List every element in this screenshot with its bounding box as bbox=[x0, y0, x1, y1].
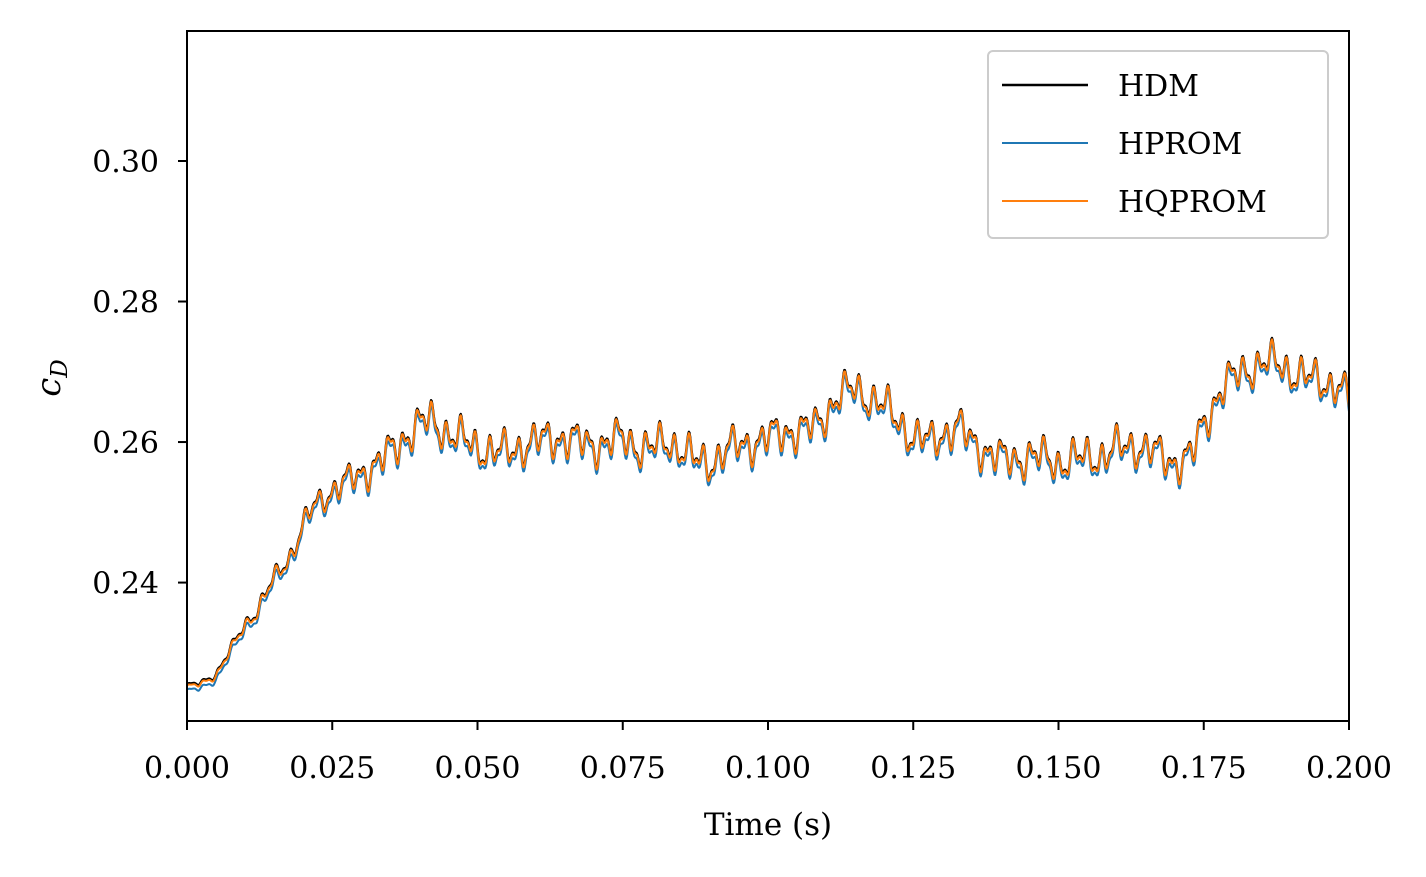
x-tick-label: 0.200 bbox=[1306, 751, 1392, 786]
x-axis-label: Time (s) bbox=[704, 807, 832, 843]
legend-box bbox=[987, 50, 1329, 239]
y-tick-label: 0.24 bbox=[92, 567, 159, 602]
y-tick-label: 0.28 bbox=[92, 286, 159, 321]
x-tick-label: 0.000 bbox=[144, 751, 230, 786]
x-tick-label: 0.175 bbox=[1161, 751, 1247, 786]
x-tick-label: 0.125 bbox=[870, 751, 956, 786]
legend-label-hprom: HPROM bbox=[1118, 127, 1242, 162]
y-axis-label: cD bbox=[29, 359, 73, 397]
y-axis: 0.24 0.26 0.28 0.30 bbox=[92, 145, 187, 602]
series-lines bbox=[187, 336, 1349, 692]
legend-label-hqprom: HQPROM bbox=[1118, 185, 1267, 220]
x-tick-label: 0.100 bbox=[725, 751, 811, 786]
x-axis: 0.000 0.025 0.050 0.075 0.100 0.125 0.150 0.175… bbox=[144, 721, 1392, 786]
y-tick-label: 0.30 bbox=[92, 145, 159, 180]
x-tick-label: 0.075 bbox=[580, 751, 666, 786]
x-tick-label: 0.050 bbox=[435, 751, 521, 786]
legend: HDM HPROM HQPROM bbox=[987, 50, 1329, 239]
series-line-hqprom bbox=[187, 338, 1349, 688]
legend-label-hdm: HDM bbox=[1118, 69, 1199, 104]
x-tick-label: 0.025 bbox=[289, 751, 375, 786]
x-tick-label: 0.150 bbox=[1016, 751, 1102, 786]
y-tick-label: 0.26 bbox=[92, 426, 159, 461]
